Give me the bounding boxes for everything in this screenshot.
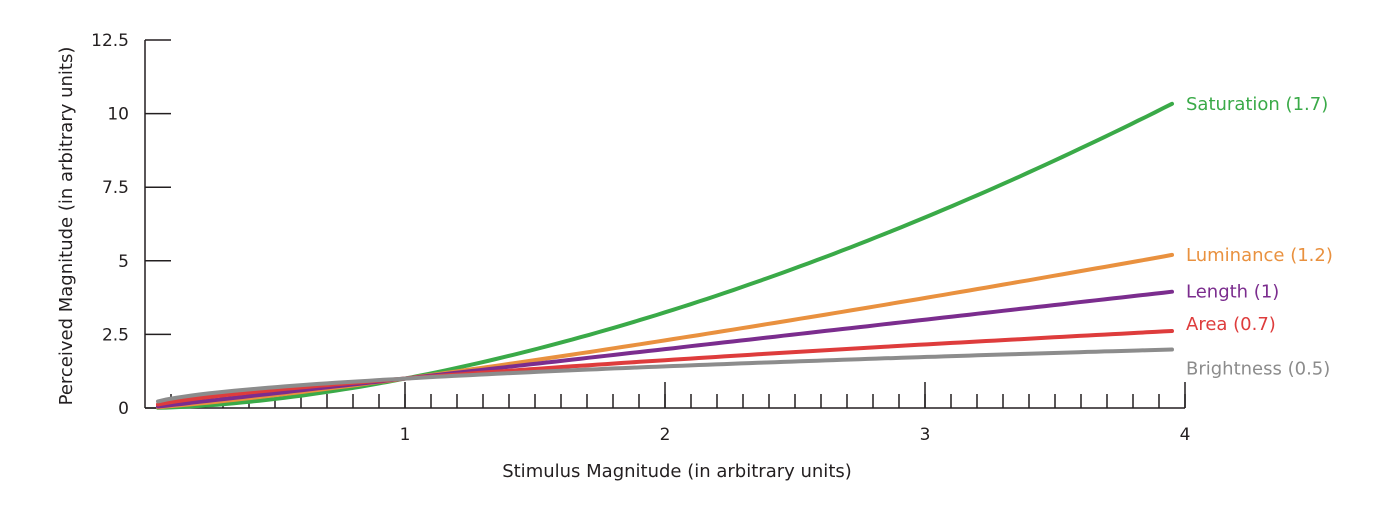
series-lines	[156, 101, 1174, 410]
y-tick-label: 5	[118, 252, 129, 272]
y-tick-label: 2.5	[102, 325, 129, 345]
series-line-0	[156, 101, 1174, 410]
axes: 0 2.5 5 7.5 10 12.5 1 2 3 4	[91, 31, 1190, 445]
y-tick-label: 7.5	[102, 178, 129, 198]
series-label-2: Length (1)	[1186, 282, 1279, 303]
series-label-3: Area (0.7)	[1186, 314, 1276, 335]
x-tick-label: 2	[660, 425, 671, 445]
x-tick-label: 4	[1180, 425, 1191, 445]
x-axis-title: Stimulus Magnitude (in arbitrary units)	[502, 461, 852, 482]
y-axis-title: Perceived Magnitude (in arbitrary units)	[56, 47, 77, 406]
y-tick-label: 0	[118, 399, 129, 419]
x-tick-label: 3	[920, 425, 931, 445]
series-label-1: Luminance (1.2)	[1186, 245, 1333, 266]
series-labels: Saturation (1.7) Luminance (1.2) Length (1…	[1186, 94, 1333, 380]
series-line-2	[156, 289, 1174, 409]
series-label-0: Saturation (1.7)	[1186, 94, 1328, 115]
series-label-4: Brightness (0.5)	[1186, 358, 1330, 379]
series-line-4	[156, 347, 1174, 404]
y-tick-label: 12.5	[91, 31, 129, 51]
y-tick-label: 10	[107, 105, 129, 125]
x-tick-label: 1	[400, 425, 411, 445]
